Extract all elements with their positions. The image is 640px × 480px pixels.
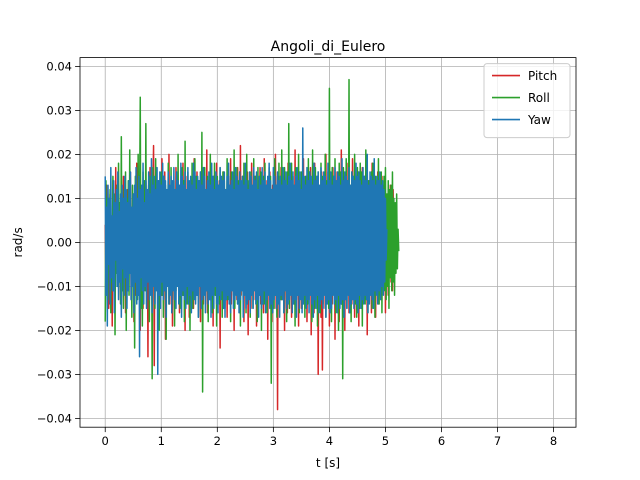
- y-tick-label: 0.02: [46, 147, 72, 161]
- y-axis-label: rad/s: [11, 227, 25, 257]
- legend: Pitch Roll Yaw: [483, 63, 571, 139]
- x-tick-label: 1: [158, 434, 165, 448]
- x-axis: 0 1 2 3 4 5 6 7 8: [102, 427, 557, 448]
- legend-label-roll: Roll: [528, 91, 550, 105]
- x-tick-label: 3: [270, 434, 277, 448]
- y-tick-label: 0.03: [46, 103, 72, 117]
- chart-title: Angoli_di_Eulero: [271, 39, 386, 55]
- y-tick-label: −0.03: [37, 367, 72, 381]
- y-tick-label: 0.01: [46, 191, 72, 205]
- x-tick-label: 8: [550, 434, 557, 448]
- x-tick-label: 0: [102, 434, 109, 448]
- y-tick-label: 0.04: [46, 59, 72, 73]
- legend-label-yaw: Yaw: [527, 113, 551, 127]
- y-tick-label: −0.02: [37, 323, 72, 337]
- series-layer: [104, 78, 400, 411]
- x-tick-label: 2: [214, 434, 221, 448]
- series-line-yaw: [104, 127, 388, 376]
- x-axis-label: t [s]: [316, 456, 340, 470]
- y-axis: −0.04 −0.03 −0.02 −0.01 0.00 0.01 0.02 0.03 0.04: [37, 59, 80, 425]
- x-tick-label: 6: [438, 434, 445, 448]
- x-tick-label: 4: [326, 434, 333, 448]
- x-tick-label: 5: [382, 434, 389, 448]
- legend-label-pitch: Pitch: [528, 69, 557, 83]
- y-tick-label: −0.04: [37, 411, 72, 425]
- y-tick-label: −0.01: [37, 279, 72, 293]
- y-tick-label: 0.00: [46, 235, 72, 249]
- x-tick-label: 7: [494, 434, 501, 448]
